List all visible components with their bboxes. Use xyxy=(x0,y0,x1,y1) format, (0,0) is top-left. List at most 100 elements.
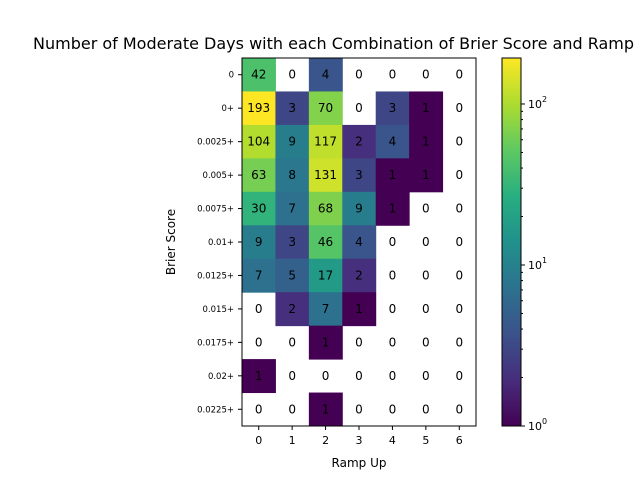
heatmap-cell xyxy=(308,292,343,327)
cell-value-label: 0 xyxy=(355,369,363,383)
cell-value-label: 70 xyxy=(318,101,333,115)
cell-value-label: 0 xyxy=(422,402,430,416)
y-axis: 0 0+ 0.0025+ 0.005+ 0.0075+ 0.01+ 0.0125+ 0.015… xyxy=(197,71,242,415)
y-tick-label: 0.005+ xyxy=(203,171,234,181)
cell-value-label: 1 xyxy=(389,202,397,216)
chart-title: Number of Moderate Days with each Combin… xyxy=(33,34,640,53)
cell-value-label: 0 xyxy=(422,302,430,316)
cell-value-label: 3 xyxy=(288,235,296,249)
heatmap-cell xyxy=(242,58,276,92)
cell-value-label: 3 xyxy=(355,168,363,182)
cell-value-label: 0 xyxy=(389,68,397,82)
cell-value-label: 1 xyxy=(422,101,430,115)
heatmap-cell xyxy=(308,392,343,427)
cell-value-label: 8 xyxy=(288,168,296,182)
heatmap-cell xyxy=(308,58,343,92)
heatmap-cells xyxy=(242,58,444,427)
heatmap-cell xyxy=(242,158,276,193)
cell-value-label: 46 xyxy=(318,235,333,249)
cell-value-label: 0 xyxy=(455,402,463,416)
heatmap-cell xyxy=(375,124,410,159)
cell-value-label: 0 xyxy=(422,202,430,216)
y-tick-label: 0.0175+ xyxy=(197,338,234,348)
heatmap-cell xyxy=(275,292,310,327)
cell-value-label: 0 xyxy=(355,68,363,82)
cell-value-label: 0 xyxy=(455,268,463,282)
cell-value-label: 1 xyxy=(355,302,363,316)
cell-value-label: 1 xyxy=(422,135,430,149)
cell-value-label: 1 xyxy=(389,168,397,182)
x-axis-label: Ramp Up xyxy=(332,456,387,470)
heatmap-cell xyxy=(242,359,276,394)
y-tick-label: 0.0125+ xyxy=(197,271,234,281)
cell-value-label: 0 xyxy=(455,302,463,316)
heatmap-cell xyxy=(375,191,410,226)
heatmap-cell xyxy=(275,124,310,159)
heatmap-cell xyxy=(308,91,343,126)
cell-value-label: 17 xyxy=(318,268,333,282)
cell-value-label: 7 xyxy=(322,302,330,316)
cell-value-label: 0 xyxy=(422,235,430,249)
x-tick-label: 2 xyxy=(322,434,329,447)
cell-value-label: 0 xyxy=(355,402,363,416)
heatmap-cell xyxy=(409,158,444,193)
heatmap-cell xyxy=(409,91,444,126)
x-tick-label: 0 xyxy=(255,434,262,447)
cell-value-label: 30 xyxy=(251,202,266,216)
cell-value-label: 9 xyxy=(255,235,263,249)
heatmap-cell xyxy=(275,91,310,126)
heatmap-cell xyxy=(275,158,310,193)
heatmap-cell xyxy=(308,158,343,193)
cell-value-label: 0 xyxy=(389,235,397,249)
cell-value-label: 193 xyxy=(247,101,270,115)
cell-value-label: 4 xyxy=(355,235,363,249)
cell-value-label: 0 xyxy=(455,135,463,149)
heatmap-cell xyxy=(275,191,310,226)
cell-value-label: 0 xyxy=(355,101,363,115)
y-tick-label: 0.02+ xyxy=(208,372,234,382)
cell-value-label: 4 xyxy=(389,135,397,149)
y-tick-label: 0.0075+ xyxy=(197,205,234,215)
x-tick-label: 4 xyxy=(389,434,396,447)
cell-value-label: 0 xyxy=(455,68,463,82)
cell-value-label: 1 xyxy=(322,402,330,416)
heatmap-cell xyxy=(242,225,276,260)
y-tick-label: 0 xyxy=(229,71,234,81)
x-tick-label: 1 xyxy=(289,434,296,447)
heatmap-cell xyxy=(375,91,410,126)
heatmap-cell xyxy=(342,191,377,226)
heatmap-cell xyxy=(242,91,276,126)
cell-value-label: 0 xyxy=(455,335,463,349)
cell-value-label: 7 xyxy=(255,268,263,282)
cell-value-label: 1 xyxy=(422,168,430,182)
colorbar xyxy=(501,57,522,427)
heatmap-cell xyxy=(308,325,343,360)
cell-value-label: 0 xyxy=(422,268,430,282)
x-axis: 0 1 2 3 4 5 6 xyxy=(255,426,463,447)
cell-value-label: 0 xyxy=(288,68,296,82)
colorbar-tick-label: 101 xyxy=(528,256,547,272)
cell-value-label: 0 xyxy=(389,402,397,416)
y-tick-label: 0.015+ xyxy=(203,305,234,315)
cell-value-label: 0 xyxy=(355,335,363,349)
x-tick-label: 3 xyxy=(356,434,363,447)
heatmap-cell xyxy=(242,191,276,226)
cell-value-label: 5 xyxy=(288,268,296,282)
cell-value-label: 4 xyxy=(322,68,330,82)
cell-value-label: 0 xyxy=(255,302,263,316)
colorbar-tick-label: 102 xyxy=(528,95,547,111)
cell-value-label: 0 xyxy=(455,369,463,383)
y-tick-label: 0.0225+ xyxy=(197,405,234,415)
cell-value-label: 0 xyxy=(288,402,296,416)
x-tick-label: 5 xyxy=(422,434,429,447)
cell-value-label: 131 xyxy=(314,168,337,182)
heatmap-cell xyxy=(242,124,276,159)
cell-value-label: 104 xyxy=(247,135,270,149)
cell-value-label: 0 xyxy=(389,268,397,282)
cell-value-label: 0 xyxy=(288,335,296,349)
heatmap-cell xyxy=(275,258,310,293)
cell-value-label: 0 xyxy=(455,168,463,182)
heatmap-cell xyxy=(242,258,276,293)
